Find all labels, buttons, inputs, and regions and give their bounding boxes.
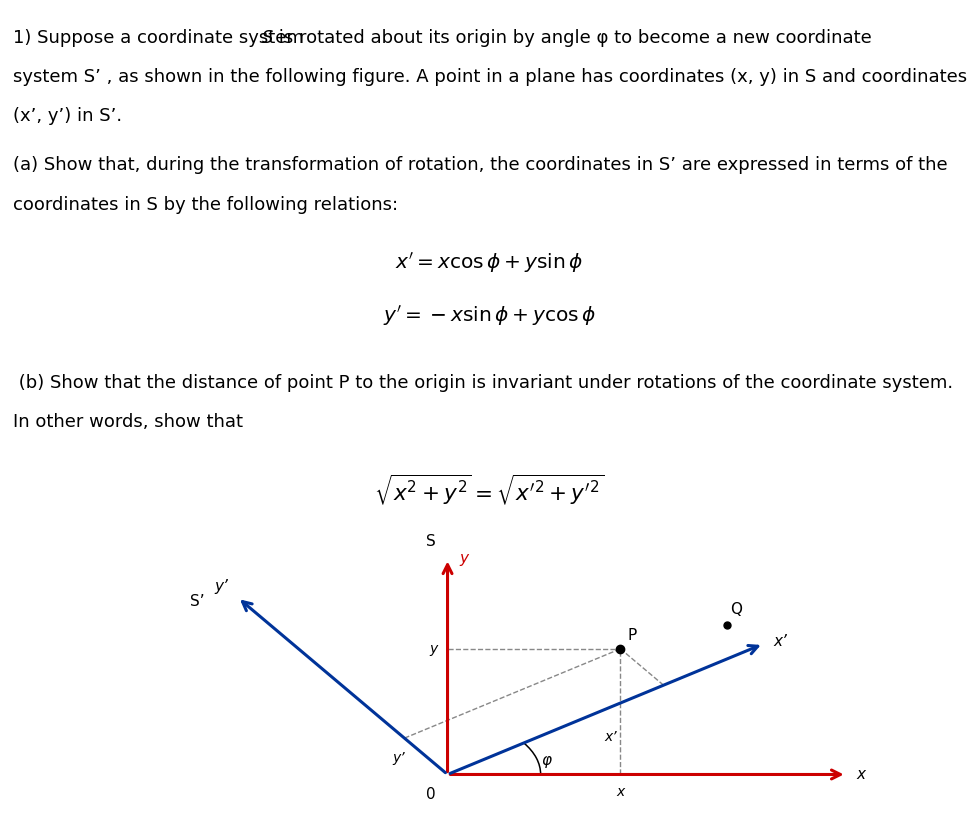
Text: S’: S’ bbox=[190, 594, 204, 609]
Text: S: S bbox=[262, 29, 274, 47]
Text: x: x bbox=[856, 767, 865, 782]
Text: φ: φ bbox=[540, 753, 550, 767]
Text: y: y bbox=[459, 551, 468, 566]
Text: S: S bbox=[426, 533, 436, 549]
Text: y’: y’ bbox=[214, 578, 228, 594]
Text: $y' = -x \sin \phi + y \cos \phi$: $y' = -x \sin \phi + y \cos \phi$ bbox=[382, 303, 595, 327]
Text: $x' = x \cos \phi + y \sin \phi$: $x' = x \cos \phi + y \sin \phi$ bbox=[395, 250, 582, 275]
Text: y’: y’ bbox=[392, 751, 404, 765]
Text: y: y bbox=[429, 642, 437, 656]
Text: P: P bbox=[626, 628, 636, 643]
Text: (x’, y’) in S’.: (x’, y’) in S’. bbox=[13, 107, 122, 125]
Text: 0: 0 bbox=[426, 787, 436, 802]
Text: $\sqrt{x^2 + y^2} = \sqrt{x'^{2} + y'^{2}}$: $\sqrt{x^2 + y^2} = \sqrt{x'^{2} + y'^{2… bbox=[373, 472, 604, 507]
Text: x’: x’ bbox=[773, 635, 786, 649]
Text: (b) Show that the distance of point P to the origin is invariant under rotations: (b) Show that the distance of point P to… bbox=[13, 374, 952, 392]
Text: coordinates in S by the following relations:: coordinates in S by the following relati… bbox=[13, 196, 398, 213]
Text: 1) Suppose a coordinate system: 1) Suppose a coordinate system bbox=[13, 29, 309, 47]
Text: In other words, show that: In other words, show that bbox=[13, 413, 242, 431]
Text: is rotated about its origin by angle φ to become a new coordinate: is rotated about its origin by angle φ t… bbox=[273, 29, 871, 47]
Text: system S’ , as shown in the following figure. A point in a plane has coordinates: system S’ , as shown in the following fi… bbox=[13, 68, 966, 86]
Text: (a) Show that, during the transformation of rotation, the coordinates in S’ are : (a) Show that, during the transformation… bbox=[13, 156, 947, 174]
Text: x: x bbox=[616, 785, 624, 799]
Text: Q: Q bbox=[730, 602, 742, 618]
Text: x’: x’ bbox=[604, 730, 616, 744]
